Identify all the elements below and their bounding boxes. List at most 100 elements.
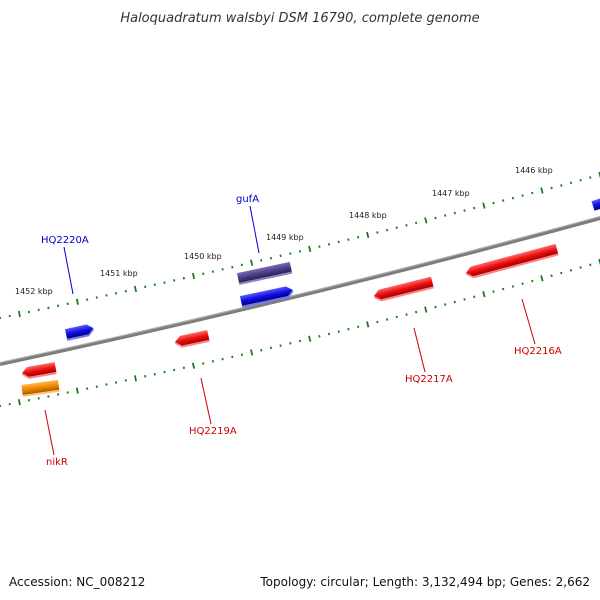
minor-tick (66, 302, 69, 306)
minor-tick (114, 381, 118, 384)
gene-edge-blue[interactable] (591, 195, 600, 211)
major-tick (308, 245, 312, 253)
minor-tick (569, 181, 573, 185)
minor-tick (531, 191, 534, 195)
minor-tick (240, 263, 244, 267)
minor-tick (47, 395, 50, 398)
major-tick (540, 275, 544, 282)
leader-line (249, 205, 260, 254)
minor-tick (414, 221, 418, 225)
minor-tick (318, 335, 321, 338)
leader-line (413, 327, 426, 373)
minor-tick (337, 240, 340, 244)
gene-HQ2216A[interactable] (465, 243, 559, 280)
minor-tick (444, 303, 447, 306)
gene-gufA-upper[interactable] (236, 261, 293, 285)
minor-tick (182, 366, 186, 370)
leader-line (44, 409, 55, 456)
minor-tick (444, 214, 447, 217)
gene-HQ2220A[interactable] (64, 323, 95, 341)
gene-gufA-lower[interactable] (239, 285, 294, 308)
major-tick (17, 399, 21, 406)
minor-tick (231, 265, 234, 269)
minor-tick (163, 281, 166, 284)
minor-tick (37, 397, 40, 400)
minor-tick (66, 391, 69, 394)
minor-tick (8, 314, 11, 318)
major-tick (250, 259, 254, 266)
genome-summary-text: Topology: circular; Length: 3,132,494 bp… (259, 575, 590, 589)
leader-line (63, 246, 74, 295)
gene-nikR-red[interactable] (21, 362, 57, 380)
minor-tick (395, 226, 398, 229)
minor-tick (8, 402, 11, 406)
minor-tick (221, 268, 224, 271)
gene-label-nikR[interactable]: nikR (46, 457, 68, 468)
major-tick (133, 375, 138, 382)
minor-tick (260, 348, 263, 352)
minor-tick (521, 282, 524, 285)
minor-tick (579, 266, 582, 269)
gene-HQ2219A[interactable] (174, 330, 210, 349)
gene-nikR[interactable] (21, 379, 60, 397)
minor-tick (57, 393, 60, 396)
major-tick (191, 362, 196, 369)
minor-tick (453, 300, 456, 304)
genome-backbone (0, 216, 600, 366)
major-tick (75, 298, 79, 305)
minor-tick (511, 285, 515, 288)
minor-tick (347, 238, 350, 241)
minor-tick (37, 308, 40, 312)
minor-tick (231, 355, 234, 359)
ruler-label: 1451 kbp (100, 269, 138, 278)
gene-label-HQ2220A[interactable]: HQ2220A (41, 235, 89, 246)
gene-label-HQ2216A[interactable]: HQ2216A (514, 346, 562, 357)
minor-tick (298, 339, 302, 343)
minor-tick (376, 320, 379, 324)
ruler-label: 1450 kbp (184, 252, 222, 261)
minor-tick (0, 404, 2, 408)
minor-tick (269, 256, 273, 260)
major-tick (366, 321, 370, 328)
minor-tick (47, 306, 50, 310)
gene-HQ2217A[interactable] (373, 276, 434, 303)
ruler-label: 1452 kbp (15, 287, 53, 296)
minor-tick (521, 194, 524, 197)
major-tick (598, 171, 600, 179)
accession-text: Accession: NC_008212 (9, 575, 145, 589)
ruler-label: 1447 kbp (432, 189, 470, 198)
gene-label-HQ2219A[interactable]: HQ2219A (189, 426, 237, 437)
minor-tick (405, 313, 408, 316)
minor-tick (589, 176, 592, 179)
minor-tick (124, 289, 127, 293)
major-tick (482, 202, 486, 209)
minor-tick (27, 399, 31, 402)
tick-track-upper (0, 171, 600, 320)
minor-tick (531, 279, 534, 283)
major-tick (133, 285, 138, 293)
gene-label-gufA[interactable]: gufA (236, 194, 259, 205)
gene-label-HQ2217A[interactable]: HQ2217A (405, 374, 453, 385)
minor-tick (589, 263, 592, 267)
minor-tick (463, 298, 466, 301)
minor-tick (434, 216, 437, 220)
major-tick (308, 335, 312, 342)
minor-tick (105, 383, 108, 386)
minor-tick (182, 276, 186, 280)
minor-tick (337, 330, 340, 333)
minor-tick (202, 362, 205, 365)
minor-tick (260, 259, 263, 262)
minor-tick (318, 245, 321, 248)
minor-tick (327, 332, 331, 336)
leader-line (200, 377, 212, 425)
minor-tick (163, 370, 166, 374)
minor-tick (211, 270, 215, 273)
minor-tick (492, 290, 495, 293)
minor-tick (289, 342, 292, 345)
leader-line (521, 298, 536, 345)
minor-tick (385, 228, 389, 232)
minor-tick (414, 310, 418, 314)
minor-tick (511, 196, 515, 200)
minor-tick (153, 283, 156, 286)
minor-tick (279, 254, 282, 258)
